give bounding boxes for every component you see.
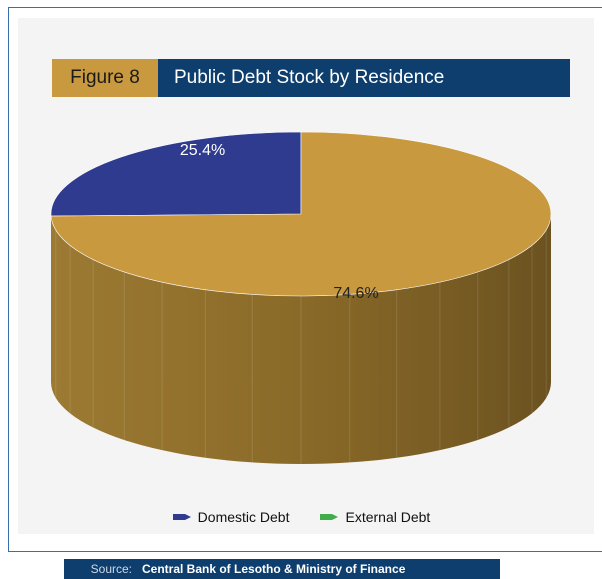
pie-side [51, 214, 551, 464]
pie-labels: 25.4% 74.6% [180, 142, 379, 302]
source-text: Central Bank of Lesotho & Ministry of Fi… [142, 562, 406, 576]
legend-item-external: External Debt [319, 509, 430, 525]
pie-slice-external-debt [50, 131, 552, 297]
legend-item-domestic: Domestic Debt [172, 509, 290, 525]
legend-marker-external-icon [320, 514, 339, 520]
pie-data-label-domestic-debt: 25.4% [180, 142, 225, 159]
pie-top [50, 131, 552, 297]
figure-header: Figure 8 Public Debt Stock by Residence [52, 59, 570, 97]
source-bar: Source: Central Bank of Lesotho & Minist… [64, 559, 500, 579]
figure-title: Public Debt Stock by Residence [158, 59, 570, 97]
legend-label-domestic: Domestic Debt [197, 509, 290, 525]
source-label: Source: [90, 562, 132, 576]
legend: Domestic Debt External Debt [0, 509, 602, 525]
legend-marker-domestic-icon [172, 514, 191, 520]
figure-number: Figure 8 [52, 59, 158, 97]
pie-data-label-external-debt: 74.6% [333, 285, 378, 302]
pie-side-wall [51, 214, 551, 464]
pie-slice-domestic-debt [50, 131, 302, 217]
legend-label-external: External Debt [345, 509, 431, 525]
